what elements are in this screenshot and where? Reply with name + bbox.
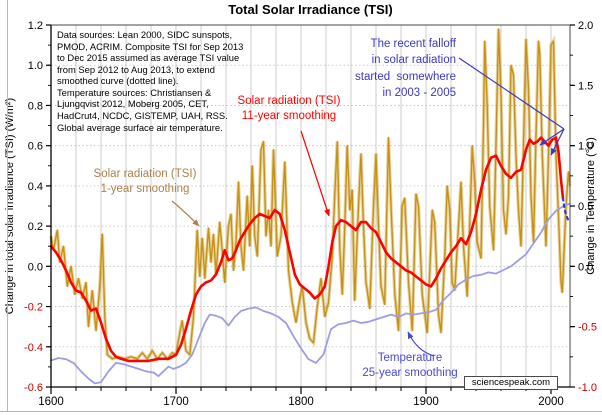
- arrow-falloff-tip-2005: [550, 128, 565, 156]
- arrow-falloff-tip-2003: [539, 128, 565, 146]
- chart-title: Total Solar Irradiance (TSI): [228, 2, 393, 17]
- y-left-tick-label: 0.2: [28, 221, 43, 233]
- y-left-tick-label: -0.6: [24, 382, 43, 394]
- x-tick-label: 2000: [538, 396, 564, 408]
- y-right-tick-label: 0.0: [578, 261, 593, 273]
- page-edge-left: [7, 0, 8, 411]
- x-tick-label: 1700: [163, 396, 189, 408]
- y-left-tick-label: -0.2: [24, 302, 43, 314]
- arrow-temperature: [407, 331, 435, 357]
- y-left-tick-label: 0.0: [28, 261, 43, 273]
- y-right-tick-label: 0.5: [578, 201, 593, 213]
- data-sources-note: Data sources: Lean 2000, SIDC sunspots, …: [57, 29, 244, 133]
- y-left-tick-label: 0.4: [28, 181, 43, 193]
- y-left-tick-label: 1.0: [28, 60, 43, 72]
- x-tick-label: 1800: [288, 396, 314, 408]
- series-layer: [49, 28, 572, 385]
- y-left-axis-title: Change in total solar irradiance (TSI) (…: [4, 98, 16, 314]
- y-left-tick-label: 1.2: [28, 20, 43, 32]
- page-edge-bottom: [0, 411, 602, 412]
- arrow-tsi-11yr: [300, 130, 330, 217]
- x-tick-label: 1600: [38, 396, 64, 408]
- y-right-tick-label: 1.0: [578, 141, 593, 153]
- y-right-tick-label: -1.0: [578, 382, 597, 394]
- series-solar-radiation-tsi-1-year-smoothing: [50, 28, 571, 360]
- arrow-falloff-main: [458, 57, 565, 130]
- annotation-arrows: [171, 57, 565, 357]
- arrow-tsi-1yr: [171, 200, 200, 227]
- annotation-recent-falloff: The recent falloff in solar radiation st…: [355, 38, 456, 99]
- x-tick-label: 1900: [413, 396, 439, 408]
- y-right-axis-title: Change in Temperature (°C): [585, 137, 597, 274]
- y-left-tick-label: 0.6: [28, 141, 43, 153]
- y-right-tick-label: 1.5: [578, 80, 593, 92]
- watermark-sciencespeak: sciencespeak.com: [464, 376, 558, 390]
- series-solar-radiation-tsi-11-year-smoothing-extension-dotted-: [561, 196, 571, 224]
- y-right-tick-label: 2.0: [578, 20, 593, 32]
- annotation-tsi-11yr: Solar radiation (TSI) 11-year smoothing: [237, 95, 341, 122]
- y-left-tick-label: 0.8: [28, 100, 43, 112]
- y-right-tick-label: -0.5: [578, 322, 597, 334]
- series-solar-radiation-tsi-11-year-smoothing: [49, 136, 565, 363]
- grid-layer: [51, 25, 570, 387]
- y-left-tick-label: -0.4: [24, 342, 43, 354]
- annotation-tsi-1yr: Solar radiation (TSI) 1-year smoothing: [93, 168, 197, 195]
- annotation-temperature: Temperature 25-year smoothing: [362, 352, 458, 379]
- series-temperature-25-year-smoothing: [50, 202, 571, 385]
